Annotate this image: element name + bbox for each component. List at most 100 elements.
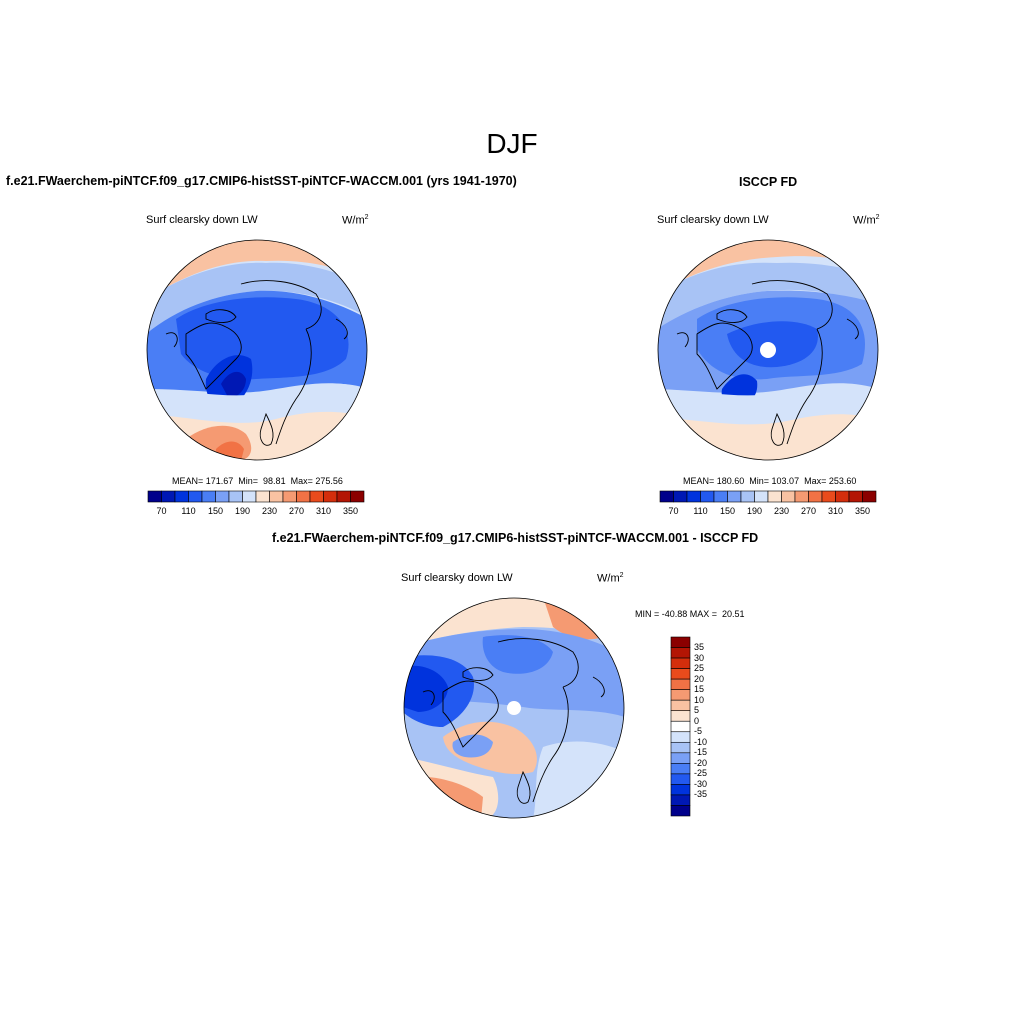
colorbar-tick-label: 70 [668, 506, 679, 516]
colorbar-tick-label: 270 [288, 506, 305, 516]
colorbar-swatch [336, 490, 351, 503]
colorbar-swatch [670, 794, 691, 806]
model-panel-title: f.e21.FWaerchem-piNTCF.f09_g17.CMIP6-his… [6, 174, 517, 188]
colorbar-label: 25 [694, 663, 705, 674]
model-colorbar [147, 490, 365, 503]
colorbar-swatch [670, 720, 691, 733]
colorbar-tick-label: 350 [342, 506, 359, 516]
colorbar-swatch [670, 784, 691, 796]
colorbar-label: -20 [694, 757, 708, 768]
colorbar-swatch [713, 490, 728, 503]
obs-panel-title: ISCCP FD [739, 175, 798, 189]
model-colorbar-ticks: 70 110 150 190 230 270 310 350 [148, 506, 364, 518]
colorbar-label: 15 [694, 684, 705, 695]
model-units-label: W/m2 [342, 214, 369, 227]
colorbar-swatch [188, 490, 203, 503]
obs-stats: MEAN= 180.60 Min= 103.07 Max= 253.60 [683, 476, 857, 486]
colorbar-swatch [781, 490, 796, 503]
model-stats: MEAN= 171.67 Min= 98.81 Max= 275.56 [172, 476, 343, 486]
colorbar-swatch [350, 490, 365, 503]
diff-colorbar-labels: 35 30 25 20 15 10 5 0 -5 -10 -15 -20 -25 -30 -35 [694, 637, 724, 816]
obs-colorbar-ticks: 70 110 150 190 230 270 310 350 [660, 506, 876, 518]
colorbar-swatch [670, 689, 691, 701]
colorbar-tick-label: 230 [261, 506, 278, 516]
colorbar-swatch [242, 490, 257, 503]
colorbar-swatch [228, 490, 243, 503]
colorbar-swatch [848, 490, 863, 503]
colorbar-swatch [282, 490, 297, 503]
model-variable-label: Surf clearsky down LW [146, 214, 258, 226]
diff-colorbar [670, 636, 691, 817]
obs-units-label: W/m2 [853, 214, 880, 227]
colorbar-swatch [740, 490, 755, 503]
colorbar-swatch [821, 490, 836, 503]
colorbar-label: -25 [694, 768, 708, 779]
colorbar-swatch [835, 490, 850, 503]
colorbar-swatch [269, 490, 284, 503]
colorbar-swatch [794, 490, 809, 503]
colorbar-swatch [147, 490, 162, 503]
obs-polar-map [657, 239, 879, 461]
colorbar-swatch [670, 668, 691, 680]
diff-polar-map [403, 597, 625, 819]
colorbar-swatch [201, 490, 216, 503]
colorbar-label: 10 [694, 694, 705, 705]
colorbar-label: -35 [694, 789, 708, 800]
colorbar-swatch [215, 490, 230, 503]
colorbar-swatch [767, 490, 782, 503]
colorbar-swatch [862, 490, 877, 503]
diff-stats: MIN = -40.88 MAX = 20.51 [635, 609, 745, 619]
colorbar-tick-label: 150 [719, 506, 736, 516]
colorbar-tick-label: 310 [827, 506, 844, 516]
colorbar-swatch [670, 710, 691, 722]
diff-variable-label: Surf clearsky down LW [401, 572, 513, 584]
model-polar-map [146, 239, 368, 461]
colorbar-swatch [296, 490, 311, 503]
colorbar-label: -5 [694, 726, 703, 737]
colorbar-swatch [727, 490, 742, 503]
figure-title: DJF [486, 128, 538, 159]
colorbar-label: 30 [694, 652, 705, 663]
colorbar-label: 5 [694, 705, 700, 716]
colorbar-tick-label: 350 [854, 506, 871, 516]
colorbar-swatch [309, 490, 324, 503]
colorbar-swatch [670, 657, 691, 669]
colorbar-tick-label: 70 [156, 506, 167, 516]
obs-colorbar [659, 490, 877, 503]
colorbar-swatch [670, 678, 691, 690]
colorbar-swatch [670, 636, 691, 648]
colorbar-label: 35 [694, 642, 705, 653]
colorbar-label: 0 [694, 715, 700, 726]
colorbar-swatch [670, 752, 691, 764]
colorbar-label: 20 [694, 673, 705, 684]
diff-units-label: W/m2 [597, 572, 624, 585]
colorbar-tick-label: 230 [773, 506, 790, 516]
colorbar-swatch [673, 490, 688, 503]
colorbar-swatch [670, 647, 691, 659]
colorbar-tick-label: 270 [800, 506, 817, 516]
colorbar-label: -10 [694, 736, 708, 747]
colorbar-swatch [670, 763, 691, 775]
colorbar-swatch [670, 773, 691, 785]
colorbar-swatch [670, 805, 691, 817]
colorbar-swatch [686, 490, 701, 503]
colorbar-swatch [754, 490, 769, 503]
colorbar-swatch [174, 490, 189, 503]
colorbar-swatch [161, 490, 176, 503]
colorbar-tick-label: 310 [315, 506, 332, 516]
colorbar-swatch [670, 731, 691, 743]
colorbar-tick-label: 150 [207, 506, 224, 516]
colorbar-swatch [255, 490, 270, 503]
diff-panel-title: f.e21.FWaerchem-piNTCF.f09_g17.CMIP6-his… [272, 531, 759, 545]
colorbar-swatch [323, 490, 338, 503]
colorbar-tick-label: 190 [234, 506, 251, 516]
colorbar-tick-label: 110 [693, 506, 708, 516]
colorbar-label: -30 [694, 778, 708, 789]
colorbar-swatch [670, 741, 691, 754]
colorbar-swatch [808, 490, 823, 503]
obs-variable-label: Surf clearsky down LW [657, 214, 769, 226]
colorbar-tick-label: 110 [181, 506, 196, 516]
colorbar-swatch [700, 490, 715, 503]
colorbar-swatch [659, 490, 674, 503]
colorbar-swatch [670, 699, 691, 712]
